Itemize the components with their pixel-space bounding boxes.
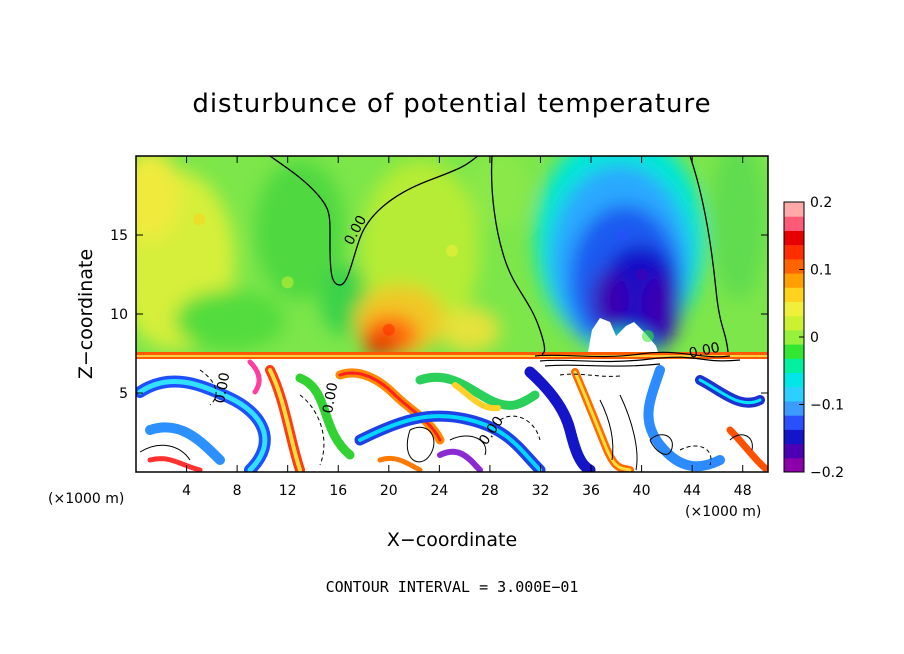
x-tick-label: 4 xyxy=(182,483,191,499)
interface-contours xyxy=(534,351,741,367)
colorbar-swatch xyxy=(784,344,804,359)
y-tick-label: 5 xyxy=(119,386,128,402)
x-tick-label: 24 xyxy=(430,483,448,499)
x-tick-label: 44 xyxy=(683,483,701,499)
contour-label-mid: 0.00 xyxy=(320,381,341,414)
x-tick-label: 32 xyxy=(532,483,550,499)
white-core xyxy=(588,318,658,352)
x-tick-label: 8 xyxy=(233,483,242,499)
colorbar-swatch xyxy=(784,372,804,388)
colorbar-swatch xyxy=(784,358,804,374)
colorbar-swatch xyxy=(784,315,804,331)
chart-title: disturbunce of potential temperature xyxy=(192,89,711,119)
colorbar-tick-label: −0.2 xyxy=(810,465,844,481)
x-axis-label: X−coordinate xyxy=(387,529,517,551)
colorbar-swatch xyxy=(784,415,804,430)
field-feature xyxy=(616,229,629,241)
field-feature xyxy=(281,276,294,289)
field-feature xyxy=(641,330,654,343)
x-tick-label: 28 xyxy=(481,483,499,499)
colorbar-swatch xyxy=(784,230,804,246)
colorbar-swatch xyxy=(784,386,804,402)
colorbar-swatch xyxy=(784,301,804,317)
colorbar-swatch xyxy=(784,216,804,231)
colorbar-swatch xyxy=(784,400,804,416)
x-tick-label: 16 xyxy=(329,483,347,499)
y-tick-label: 10 xyxy=(110,307,128,323)
field-feature xyxy=(193,213,206,226)
colorbar-swatch xyxy=(784,202,804,217)
colorbar-ticks: 0.2 0.1 0 −0.1 −0.2 xyxy=(799,195,844,481)
colorbar-swatch xyxy=(784,258,804,274)
colorbar-tick-label: 0.1 xyxy=(810,263,832,279)
colorbar-swatch xyxy=(784,273,804,288)
colorbar-swatch xyxy=(784,443,804,459)
y-tick-label: 15 xyxy=(110,228,128,244)
field-feature xyxy=(446,244,458,257)
field-feature xyxy=(382,323,395,336)
plot-area xyxy=(136,156,768,472)
colorbar-tick-label: −0.1 xyxy=(810,398,844,414)
x-axis-unit-left: (×1000 m) xyxy=(48,491,124,507)
y-axis-ticks: 5 10 15 xyxy=(110,228,768,402)
x-tick-label: 20 xyxy=(380,483,398,499)
field-feature xyxy=(635,268,648,281)
feature-markers xyxy=(193,213,654,343)
x-tick-label: 12 xyxy=(279,483,297,499)
x-tick-label: 48 xyxy=(734,483,752,499)
colorbar-tick-label: 0 xyxy=(810,330,819,346)
contour-label-left: 0.00 xyxy=(212,371,233,404)
colorbar-swatch xyxy=(784,329,804,345)
lower-field-contours xyxy=(139,369,753,471)
upper-field-blobs xyxy=(136,156,766,357)
x-tick-label: 36 xyxy=(582,483,600,499)
contour-interval-footer: CONTOUR INTERVAL = 3.000E−01 xyxy=(326,578,579,596)
colorbar-swatch xyxy=(784,287,804,302)
colorbar-swatch xyxy=(784,244,804,260)
lower-field-bands xyxy=(136,359,768,472)
colorbar-swatch xyxy=(784,457,804,473)
x-axis-ticks: 4 8 12 16 20 24 28 32 36 40 44 48 xyxy=(182,156,752,499)
x-tick-label: 40 xyxy=(633,483,651,499)
colorbar-swatch xyxy=(784,429,804,445)
y-axis-label: Z−coordinate xyxy=(75,249,97,379)
x-axis-unit-right: (×1000 m) xyxy=(685,504,761,520)
colorbar xyxy=(784,202,804,473)
zero-contours xyxy=(269,156,729,357)
contour-label-right: 0.00 xyxy=(688,340,722,362)
colorbar-tick-label: 0.2 xyxy=(810,195,832,211)
